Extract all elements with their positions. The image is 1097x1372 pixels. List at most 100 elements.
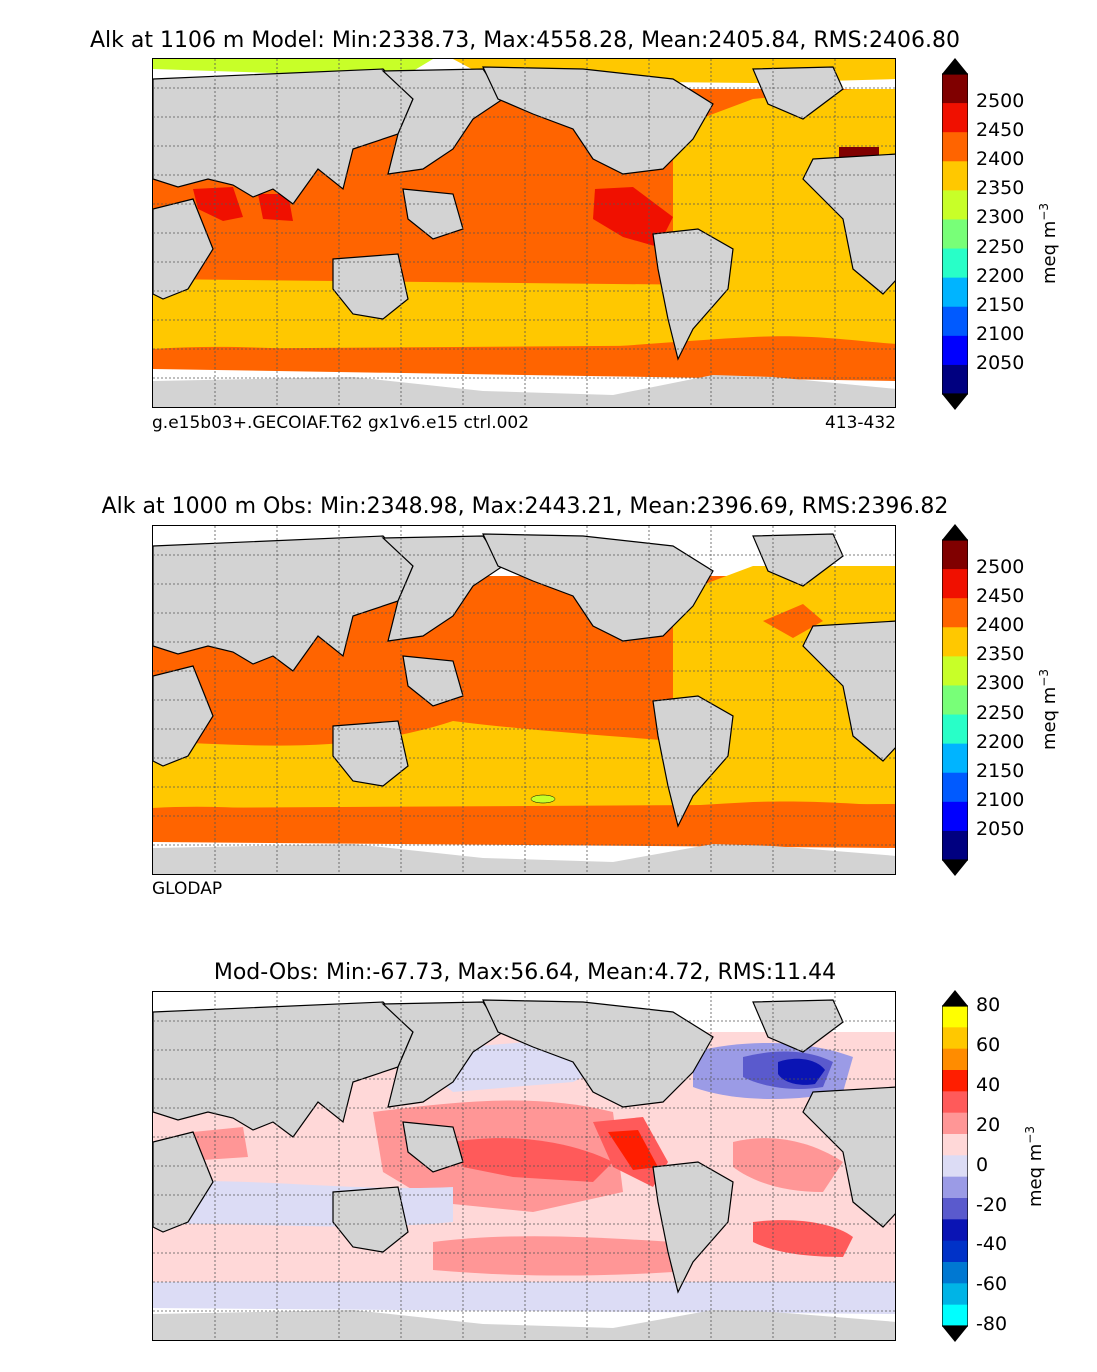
colorbar-segment <box>942 1027 968 1050</box>
colorbar-segment <box>942 1262 968 1284</box>
south-pacific-20-band <box>433 1236 673 1276</box>
colorbar-tick-label: 2500 <box>976 90 1025 112</box>
panel2-map-svg <box>153 526 895 874</box>
panel1-map <box>152 58 896 408</box>
colorbar-tick-label: 60 <box>976 1033 1001 1056</box>
africa-west-edge <box>153 198 214 300</box>
graticule <box>153 992 895 1340</box>
panel3-colorbar-unit: meq m−3 <box>1023 1126 1046 1207</box>
colorbar-segment <box>942 627 968 657</box>
colorbar-segment <box>942 1070 968 1092</box>
panel2-source: GLODAP <box>152 879 223 899</box>
colorbar-segment <box>942 74 968 104</box>
colorbar-segment <box>942 132 968 162</box>
colorbar-segment <box>942 1048 968 1071</box>
colorbar-segment <box>942 190 968 220</box>
colorbar-tick-label: 2450 <box>976 585 1025 608</box>
colorbar-tick-label: 2200 <box>976 264 1025 287</box>
colorbar-segment <box>942 1006 968 1028</box>
south-america <box>652 228 734 361</box>
colorbar-segment <box>942 540 968 570</box>
colorbar-segment <box>942 1198 968 1220</box>
colorbar-segment <box>942 685 968 716</box>
indian-ocean-20-region <box>193 1127 248 1160</box>
land-masses <box>153 66 895 361</box>
maritime-continent <box>402 655 464 707</box>
colorbar-max-arrow <box>942 58 968 74</box>
colorbar-segment <box>942 1091 968 1114</box>
colorbar-segment <box>942 743 968 774</box>
panel1-map-svg <box>153 59 895 407</box>
australia <box>332 720 409 787</box>
panel2-colorbar-unit: meq m−3 <box>1037 669 1060 750</box>
colorbar-segment <box>942 569 968 599</box>
land-masses <box>153 533 895 828</box>
africa-west-edge <box>153 665 214 767</box>
antarctica-land <box>153 1310 895 1340</box>
colorbar-tick-label: 2050 <box>976 817 1025 840</box>
colorbar-segment <box>942 161 968 191</box>
south-america <box>652 695 734 828</box>
colorbar-segment <box>942 598 968 628</box>
maritime-continent <box>402 188 464 240</box>
panel3-colorbar-svg <box>941 990 969 1342</box>
colorbar-min-arrow <box>942 860 968 876</box>
panel1-years: 413-432 <box>824 413 896 433</box>
antarctica-land <box>153 844 895 874</box>
southern-ocean-2400-band <box>153 801 895 846</box>
southern-ocean-negative-band <box>153 1282 895 1317</box>
panel2-colorbar <box>941 524 969 876</box>
east-pacific-max-region <box>608 1130 658 1170</box>
graticule <box>153 526 895 874</box>
maritime-continent <box>402 1121 464 1173</box>
land-masses <box>153 999 895 1294</box>
panel3-map-svg <box>153 992 895 1340</box>
africa-east-part <box>802 153 895 295</box>
colorbar-tick-label: 2100 <box>976 788 1025 811</box>
colorbar-segment <box>942 1112 968 1135</box>
colorbar-tick-label: -80 <box>976 1313 1008 1336</box>
panel1-title: Alk at 1106 m Model: Min:2338.73, Max:45… <box>89 28 961 53</box>
panel3-colorbar <box>941 990 969 1342</box>
colorbar-tick-label: 2150 <box>976 759 1025 782</box>
panel3-map <box>152 991 896 1341</box>
bay-of-bengal-2450 <box>258 194 293 221</box>
panel2-title: Alk at 1000 m Obs: Min:2348.98, Max:2443… <box>101 494 949 519</box>
colorbar-segment <box>942 1304 968 1327</box>
colorbar-tick-label: -60 <box>976 1273 1008 1296</box>
colorbar-tick-label: -20 <box>976 1193 1008 1216</box>
colorbar-tick-label: 2300 <box>976 206 1025 229</box>
colorbar-segment <box>942 306 968 337</box>
colorbar-segment <box>942 1134 968 1156</box>
colorbar-max-arrow <box>942 524 968 540</box>
colorbar-tick-label: 2100 <box>976 322 1025 345</box>
colorbar-segment <box>942 277 968 308</box>
colorbar-tick-label: 2450 <box>976 119 1025 142</box>
north-atlantic-min-region <box>778 1058 825 1085</box>
south-atlantic-20-region <box>733 1138 843 1192</box>
colorbar-tick-label: 2400 <box>976 614 1025 637</box>
colorbar-tick-label: 2350 <box>976 177 1025 200</box>
colorbar-segment <box>942 801 968 832</box>
colorbar-segment <box>942 1240 968 1263</box>
greenland <box>752 999 844 1053</box>
panel1-colorbar <box>941 58 969 410</box>
colorbar-tick-label: 2050 <box>976 351 1025 374</box>
colorbar-tick-label: 2350 <box>976 643 1025 666</box>
north-america <box>482 66 714 175</box>
colorbar-min-arrow <box>942 394 968 410</box>
colorbar-tick-label: 80 <box>976 994 1001 1016</box>
east-pacific-2450 <box>593 187 673 247</box>
colorbar-segment <box>942 1176 968 1199</box>
colorbar-tick-label: 2250 <box>976 235 1025 258</box>
africa-west-edge <box>153 1131 214 1233</box>
mediterranean-2500 <box>839 147 879 157</box>
panel1-colorbar-svg <box>941 58 969 410</box>
south-atlantic-40-patch <box>753 1220 853 1257</box>
colorbar-tick-label: 2250 <box>976 701 1025 724</box>
australia <box>332 1186 409 1253</box>
colorbar-tick-label: 2150 <box>976 293 1025 316</box>
north-atlantic-2400-tongue <box>763 604 823 638</box>
greenland <box>752 533 844 587</box>
panel1-colorbar-unit: meq m−3 <box>1037 203 1060 284</box>
